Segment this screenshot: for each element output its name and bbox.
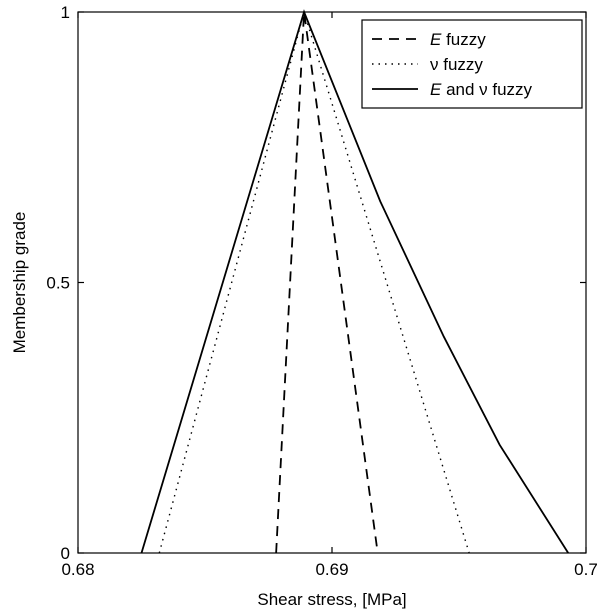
x-axis-label: Shear stress, [MPa] xyxy=(257,590,406,609)
y-axis-label: Membership grade xyxy=(10,212,29,354)
legend: E fuzzy ν fuzzy E and ν fuzzy xyxy=(361,19,583,109)
x-tick-label: 0.69 xyxy=(315,560,348,579)
y-tick-label: 0 xyxy=(61,544,70,563)
y-tick-label: 0.5 xyxy=(46,274,70,293)
legend-label-2: ν fuzzy xyxy=(430,55,483,74)
ticks-layer: 0.68 0.69 0.7 0 0.5 1 xyxy=(46,3,597,579)
series-line-1 xyxy=(275,11,379,554)
series-line-3 xyxy=(140,9,569,554)
x-tick-label: 0.68 xyxy=(61,560,94,579)
y-tick-label: 1 xyxy=(61,3,70,22)
x-tick-label: 0.7 xyxy=(574,560,598,579)
legend-label-3: E and ν fuzzy xyxy=(430,80,533,99)
legend-label-1: E fuzzy xyxy=(430,30,486,49)
